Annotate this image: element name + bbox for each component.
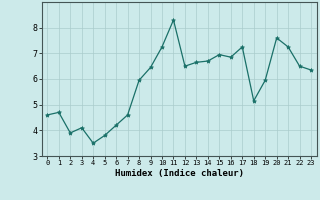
X-axis label: Humidex (Indice chaleur): Humidex (Indice chaleur) [115,169,244,178]
